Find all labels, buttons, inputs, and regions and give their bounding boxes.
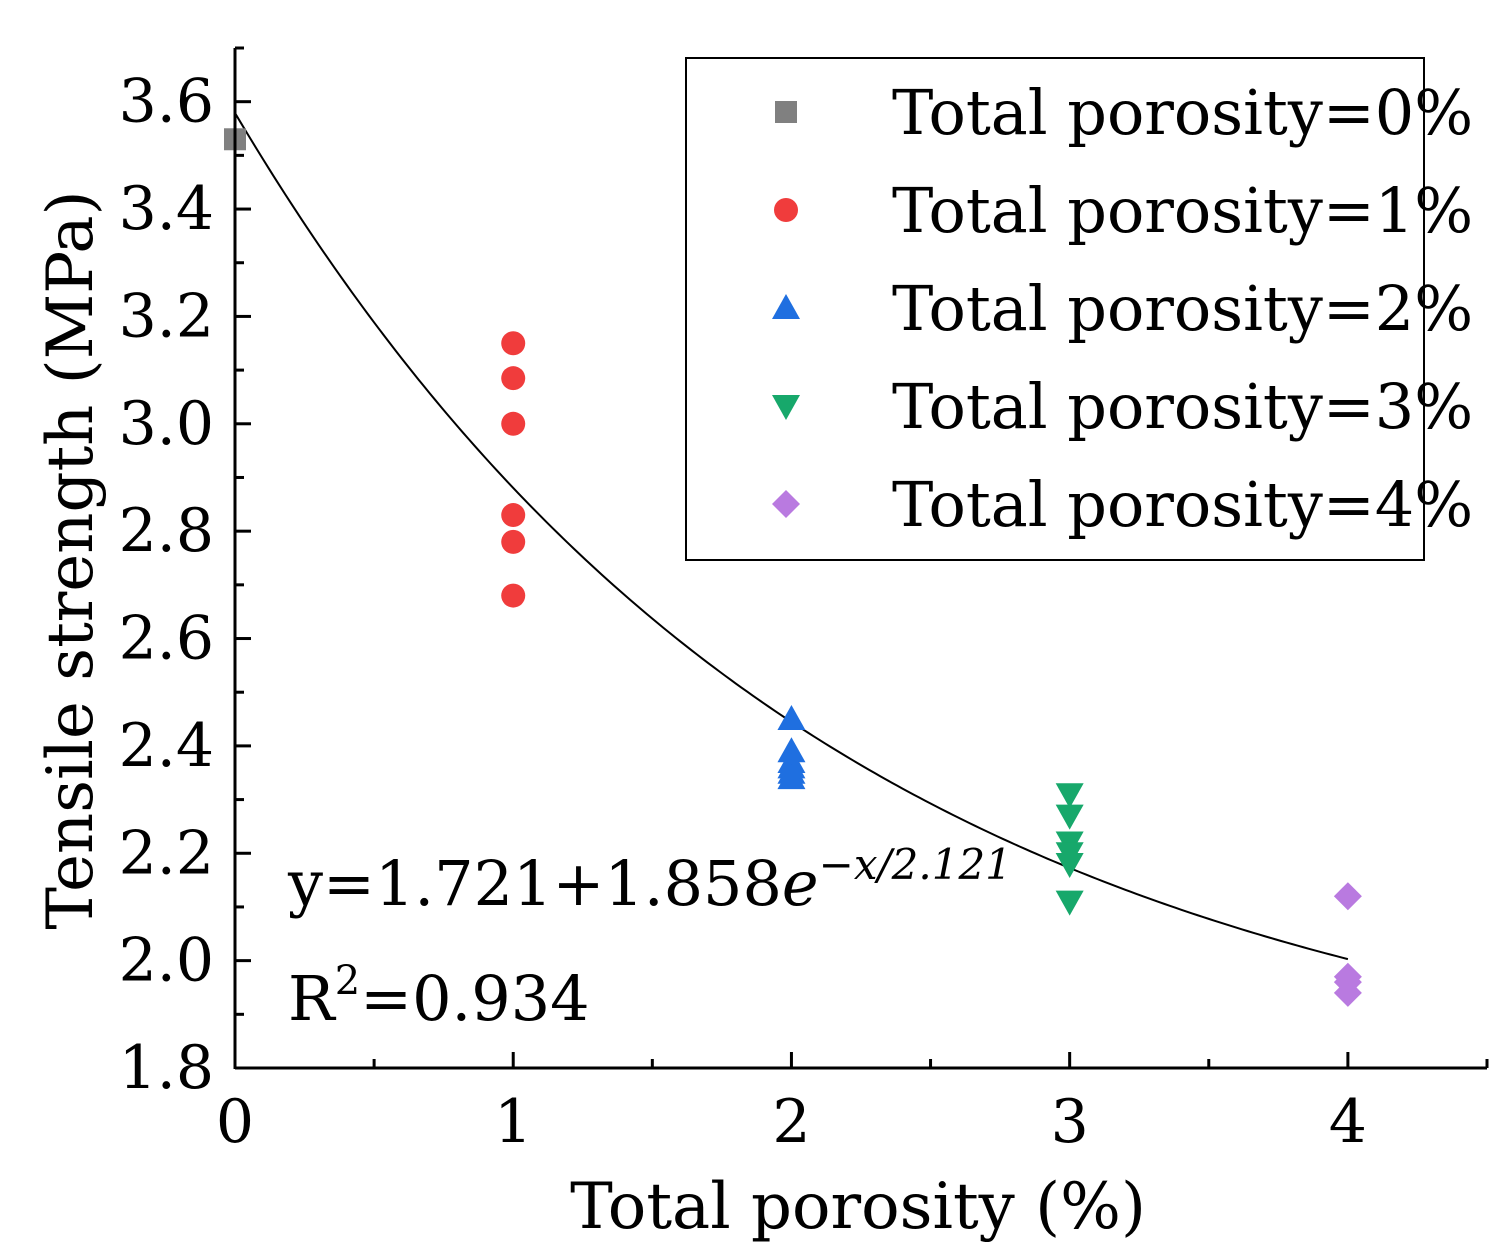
y-tick-label: 2.6 — [119, 604, 214, 674]
y-tick-label: 1.8 — [119, 1033, 214, 1103]
x-axis-title: Total porosity (%) — [570, 1170, 1146, 1244]
y-tick-label: 2.8 — [119, 496, 214, 566]
y-tick-label: 2.2 — [119, 818, 214, 888]
data-point — [501, 503, 526, 528]
data-points-layer — [224, 128, 1362, 1007]
legend-entry: Total porosity=4% — [772, 468, 1473, 541]
data-point — [777, 764, 806, 790]
legend-marker — [772, 490, 800, 518]
series-4 — [1333, 882, 1362, 1007]
series-1 — [501, 331, 526, 608]
legend-entry: Total porosity=1% — [774, 174, 1473, 247]
data-point — [1055, 890, 1084, 916]
x-tick-label: 1 — [494, 1087, 532, 1157]
axes-layer: 0 1 2 3 4 1.8 2.0 2.2 2.4 2.6 2.8 3.0 3.2 3.4 3.6 — [119, 46, 1489, 1157]
data-point — [777, 705, 806, 731]
x-tick-label: 0 — [216, 1087, 254, 1157]
data-point — [1333, 978, 1362, 1007]
legend-entry: Total porosity=2% — [772, 272, 1473, 345]
x-tick-label: 3 — [1051, 1087, 1089, 1157]
r2-value: =0.934 — [360, 962, 589, 1035]
legend-label: Total porosity=3% — [892, 370, 1473, 443]
r2-superscript: 2 — [335, 958, 360, 1004]
legend-label: Total porosity=1% — [892, 174, 1473, 247]
svg-text:R2=0.934: R2=0.934 — [288, 958, 590, 1035]
legend-label: Total porosity=2% — [892, 272, 1473, 345]
legend-marker — [775, 101, 797, 123]
svg-text:y=1.721+1.858e−x/2.121: y=1.721+1.858e−x/2.121 — [287, 840, 1012, 920]
legend-box — [685, 57, 1425, 561]
series-2 — [777, 705, 806, 790]
legend-entry: Total porosity=3% — [772, 370, 1473, 443]
r-squared-annotation: R2=0.934 — [288, 958, 590, 1035]
data-point — [501, 583, 526, 608]
legend-marker — [772, 294, 800, 319]
y-tick-label: 3.6 — [119, 67, 214, 137]
x-tick-label: 4 — [1329, 1087, 1367, 1157]
data-point — [501, 366, 526, 391]
legend-marker — [772, 395, 800, 420]
legend-label: Total porosity=4% — [892, 468, 1473, 541]
series-3 — [1055, 783, 1084, 916]
r2-prefix: R — [288, 962, 337, 1035]
equation-annotation: y=1.721+1.858e−x/2.121 — [287, 840, 1012, 920]
data-point — [501, 529, 526, 554]
equation-base: e — [782, 847, 819, 920]
legend-entry: Total porosity=0% — [775, 76, 1473, 149]
equation-exponent: −x/2.121 — [819, 840, 1012, 889]
y-tick-label: 2.4 — [119, 711, 214, 781]
data-point — [501, 411, 526, 436]
y-tick-label: 3.0 — [119, 389, 214, 459]
y-tick-label: 3.4 — [119, 174, 214, 244]
y-axis-title: Tensile strength (MPa) — [34, 190, 108, 929]
x-tick-label: 2 — [772, 1087, 810, 1157]
data-point — [1333, 882, 1362, 911]
legend-marker — [774, 198, 798, 222]
equation-prefix: y=1.721+1.858 — [287, 847, 782, 920]
data-point — [1055, 783, 1084, 809]
data-point — [501, 331, 526, 356]
y-tick-label: 2.0 — [119, 926, 214, 996]
data-point — [1055, 853, 1084, 878]
y-tick-label: 3.2 — [119, 281, 214, 351]
legend-label: Total porosity=0% — [892, 76, 1473, 149]
legend: Total porosity=0% Total porosity=1% Total … — [685, 57, 1473, 561]
data-point — [1055, 804, 1084, 830]
